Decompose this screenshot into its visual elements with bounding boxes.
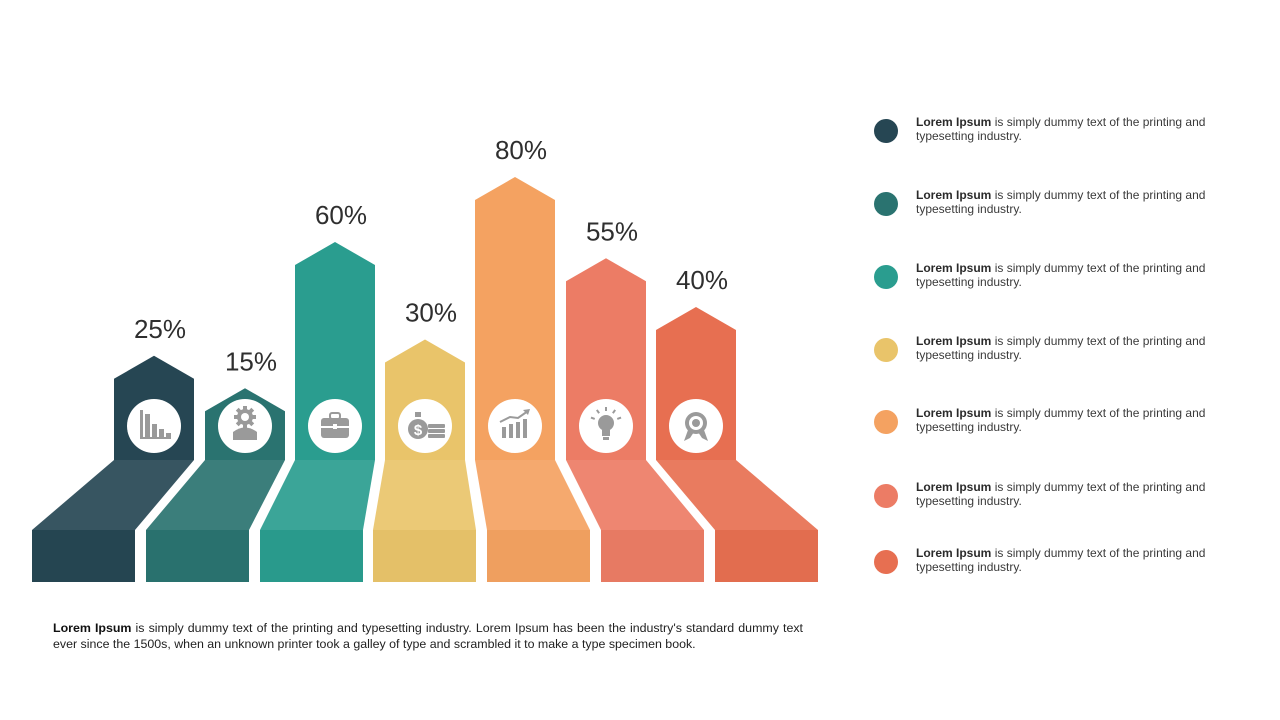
legend-text: Lorem Ipsum is simply dummy text of the … bbox=[916, 115, 1206, 143]
value-label: 40% bbox=[676, 265, 728, 295]
award-icon bbox=[684, 412, 708, 441]
legend: Lorem Ipsum is simply dummy text of the … bbox=[874, 0, 1234, 600]
bar-front bbox=[146, 530, 249, 582]
bar-group: 25% bbox=[32, 314, 194, 582]
legend-item: Lorem Ipsum is simply dummy text of the … bbox=[874, 115, 1224, 155]
bar bbox=[475, 177, 555, 460]
bar-group: 40% bbox=[656, 265, 818, 582]
legend-text: Lorem Ipsum is simply dummy text of the … bbox=[916, 261, 1206, 289]
footer-description: Lorem Ipsum is simply dummy text of the … bbox=[53, 621, 803, 651]
legend-item: Lorem Ipsum is simply dummy text of the … bbox=[874, 188, 1224, 228]
bar-group: 15% bbox=[146, 346, 285, 582]
bar-floor bbox=[32, 460, 194, 530]
bar-front bbox=[373, 530, 476, 582]
icon-circle bbox=[488, 399, 542, 453]
legend-dot bbox=[874, 484, 898, 508]
bar-front bbox=[715, 530, 818, 582]
growth-chart-icon bbox=[499, 409, 530, 438]
bar-floor bbox=[656, 460, 818, 530]
legend-text: Lorem Ipsum is simply dummy text of the … bbox=[916, 480, 1206, 508]
legend-dot bbox=[874, 265, 898, 289]
value-label: 25% bbox=[134, 314, 186, 344]
legend-dot bbox=[874, 192, 898, 216]
svg-text:$: $ bbox=[414, 422, 423, 439]
value-label: 80% bbox=[495, 135, 547, 165]
bar-floor bbox=[260, 460, 375, 530]
user-gear-icon bbox=[233, 406, 257, 440]
legend-item: Lorem Ipsum is simply dummy text of the … bbox=[874, 546, 1224, 586]
value-label: 60% bbox=[315, 200, 367, 230]
legend-dot bbox=[874, 338, 898, 362]
bar-chart-icon bbox=[140, 410, 171, 439]
briefcase-icon bbox=[321, 412, 349, 438]
value-label: 30% bbox=[405, 298, 457, 328]
value-label: 55% bbox=[586, 216, 638, 246]
bar-front bbox=[32, 530, 135, 582]
bar-floor bbox=[566, 460, 704, 530]
legend-text: Lorem Ipsum is simply dummy text of the … bbox=[916, 334, 1206, 362]
legend-dot bbox=[874, 410, 898, 434]
money-icon: $ bbox=[408, 412, 445, 439]
bar-front bbox=[260, 530, 363, 582]
legend-item: Lorem Ipsum is simply dummy text of the … bbox=[874, 261, 1224, 301]
bar-group: 60% bbox=[260, 200, 375, 582]
bar-floor bbox=[146, 460, 285, 530]
legend-text: Lorem Ipsum is simply dummy text of the … bbox=[916, 546, 1206, 574]
bar-front bbox=[487, 530, 590, 582]
bar-group: 55% bbox=[566, 216, 704, 582]
legend-text: Lorem Ipsum is simply dummy text of the … bbox=[916, 188, 1206, 216]
arrow-bar-chart: 25% 15% 60% 30% $80% 55% 40% bbox=[32, 135, 818, 582]
legend-dot bbox=[874, 119, 898, 143]
lightbulb-icon bbox=[590, 407, 622, 440]
legend-item: Lorem Ipsum is simply dummy text of the … bbox=[874, 334, 1224, 374]
bar-floor bbox=[373, 460, 476, 530]
legend-item: Lorem Ipsum is simply dummy text of the … bbox=[874, 480, 1224, 520]
bar-front bbox=[601, 530, 704, 582]
value-label: 15% bbox=[225, 346, 277, 376]
bar-group: 80% bbox=[475, 135, 590, 582]
legend-item: Lorem Ipsum is simply dummy text of the … bbox=[874, 406, 1224, 446]
bar-group: 30% $ bbox=[373, 298, 476, 582]
legend-dot bbox=[874, 550, 898, 574]
bar-floor bbox=[475, 460, 590, 530]
legend-text: Lorem Ipsum is simply dummy text of the … bbox=[916, 406, 1206, 434]
bar bbox=[295, 242, 375, 460]
